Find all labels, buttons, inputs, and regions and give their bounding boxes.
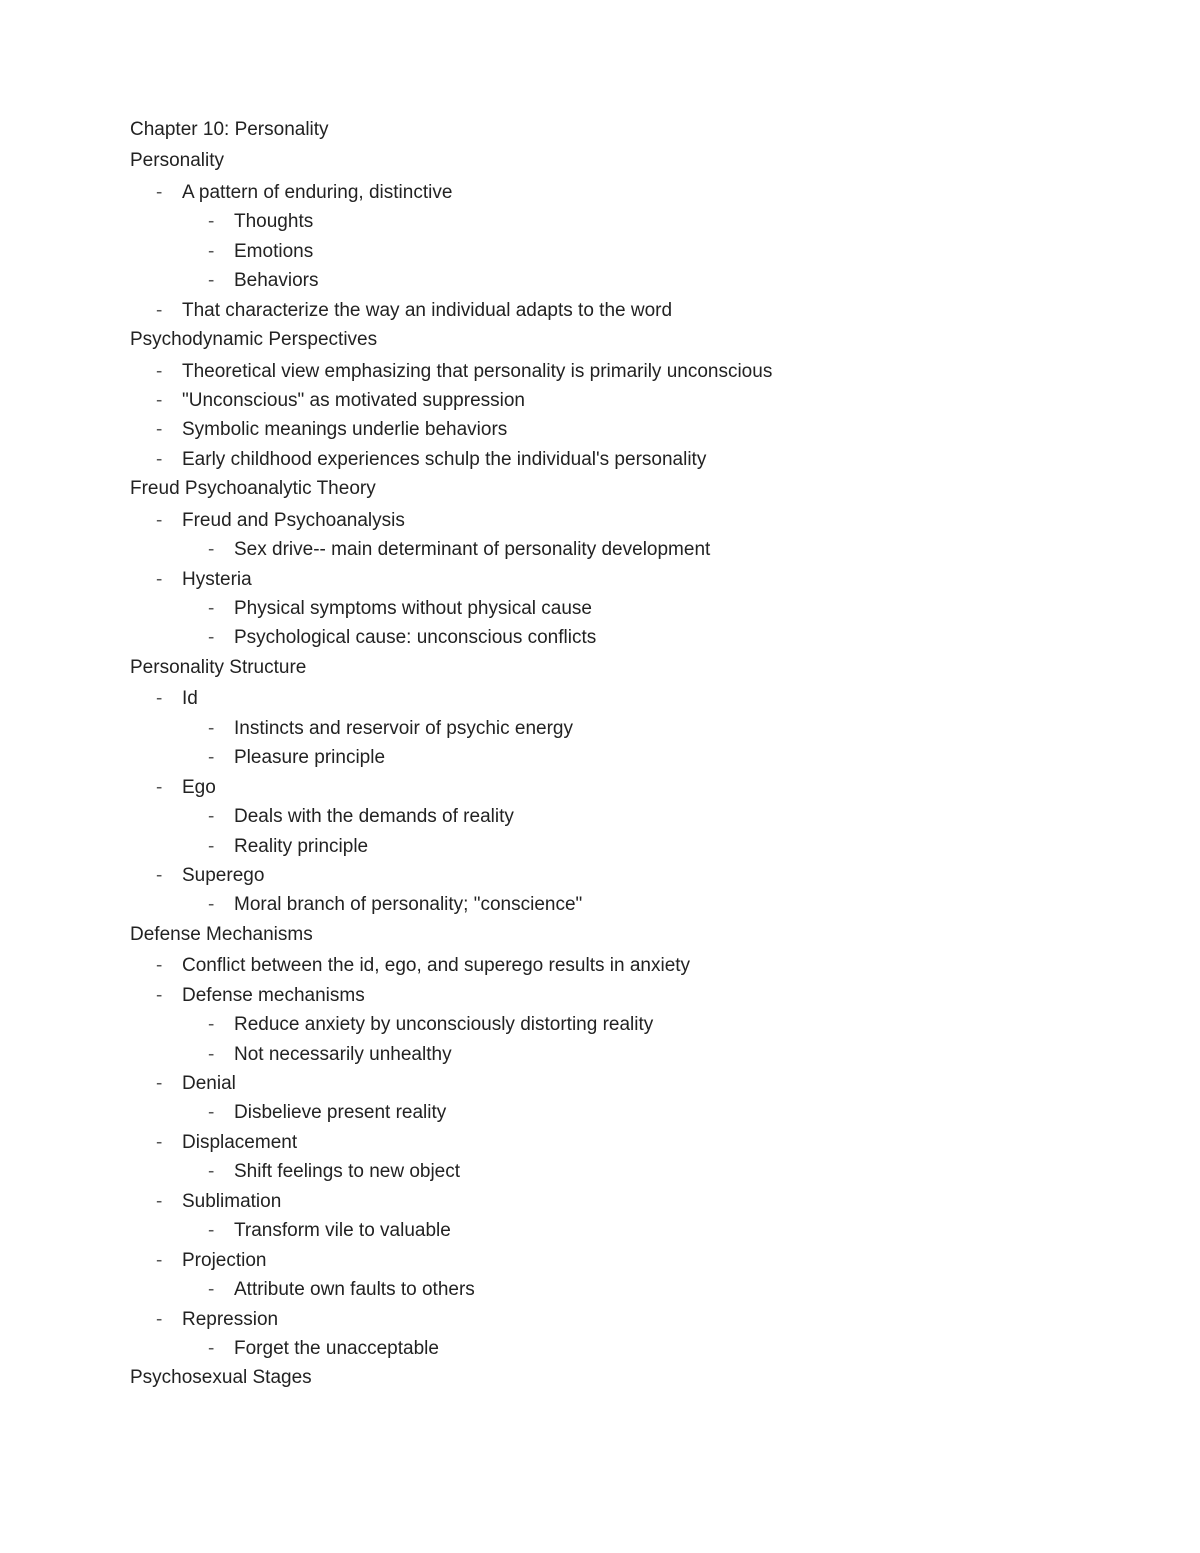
- list-item: Projection Attribute own faults to other…: [182, 1246, 1070, 1305]
- list-item: Deals with the demands of reality: [234, 802, 1070, 831]
- list-item-text: Not necessarily unhealthy: [234, 1044, 452, 1065]
- list-item: Reality principle: [234, 832, 1070, 861]
- list-item-text: Early childhood experiences schulp the i…: [182, 449, 706, 470]
- list-item-text: Id: [182, 688, 198, 709]
- list-item: Defense mechanisms Reduce anxiety by unc…: [182, 981, 1070, 1069]
- list-item: Behaviors: [234, 266, 1070, 295]
- list-item-text: Forget the unacceptable: [234, 1338, 439, 1359]
- list-item: Psychological cause: unconscious conflic…: [234, 623, 1070, 652]
- list-item: Transform vile to valuable: [234, 1216, 1070, 1245]
- list-item: Hysteria Physical symptoms without physi…: [182, 565, 1070, 653]
- list-item: Physical symptoms without physical cause: [234, 594, 1070, 623]
- list-item: Instincts and reservoir of psychic energ…: [234, 714, 1070, 743]
- list-item-text: Defense mechanisms: [182, 985, 365, 1006]
- list-item-text: Displacement: [182, 1132, 297, 1153]
- section-heading-personality: Personality: [130, 146, 1070, 175]
- list-item: Not necessarily unhealthy: [234, 1040, 1070, 1069]
- list-item: Repression Forget the unacceptable: [182, 1305, 1070, 1364]
- list-item-text: Reality principle: [234, 836, 368, 857]
- list-item-text: Freud and Psychoanalysis: [182, 510, 405, 531]
- list-item-text: Emotions: [234, 241, 313, 262]
- list-item: Emotions: [234, 237, 1070, 266]
- list-item-text: Theoretical view emphasizing that person…: [182, 361, 772, 382]
- list-item-text: Attribute own faults to others: [234, 1279, 475, 1300]
- list-item: A pattern of enduring, distinctive Thoug…: [182, 178, 1070, 296]
- list-item-text: Physical symptoms without physical cause: [234, 598, 592, 619]
- list-item-text: Reduce anxiety by unconsciously distorti…: [234, 1014, 653, 1035]
- section-heading-psychosexual: Psychosexual Stages: [130, 1363, 1070, 1392]
- list-item: Denial Disbelieve present reality: [182, 1069, 1070, 1128]
- list-item: Pleasure principle: [234, 743, 1070, 772]
- section-heading-psychodynamic: Psychodynamic Perspectives: [130, 325, 1070, 354]
- list-item: Shift feelings to new object: [234, 1157, 1070, 1186]
- list-item: Symbolic meanings underlie behaviors: [182, 415, 1070, 444]
- list-item: Freud and Psychoanalysis Sex drive-- mai…: [182, 506, 1070, 565]
- list-item-text: Sex drive-- main determinant of personal…: [234, 539, 710, 560]
- list-item: Sublimation Transform vile to valuable: [182, 1187, 1070, 1246]
- list-freud: Freud and Psychoanalysis Sex drive-- mai…: [130, 506, 1070, 653]
- list-item-text: Denial: [182, 1073, 236, 1094]
- list-item: Displacement Shift feelings to new objec…: [182, 1128, 1070, 1187]
- list-item-text: Hysteria: [182, 569, 252, 590]
- list-item-text: Sublimation: [182, 1191, 281, 1212]
- list-item-text: Superego: [182, 865, 264, 886]
- list-item: Forget the unacceptable: [234, 1334, 1070, 1363]
- list-item-text: Instincts and reservoir of psychic energ…: [234, 718, 573, 739]
- list-item: Theoretical view emphasizing that person…: [182, 357, 1070, 386]
- list-item: Conflict between the id, ego, and supere…: [182, 951, 1070, 980]
- list-psychodynamic: Theoretical view emphasizing that person…: [130, 357, 1070, 475]
- list-item: Attribute own faults to others: [234, 1275, 1070, 1304]
- document-page: Chapter 10: Personality Personality A pa…: [0, 0, 1200, 1553]
- list-defense: Conflict between the id, ego, and supere…: [130, 951, 1070, 1363]
- list-item-text: Repression: [182, 1309, 278, 1330]
- list-item: Id Instincts and reservoir of psychic en…: [182, 684, 1070, 772]
- list-item-text: Transform vile to valuable: [234, 1220, 451, 1241]
- list-item: Thoughts: [234, 207, 1070, 236]
- list-item-text: Conflict between the id, ego, and supere…: [182, 955, 690, 976]
- list-item-text: Shift feelings to new object: [234, 1161, 460, 1182]
- chapter-title: Chapter 10: Personality: [130, 115, 1070, 144]
- list-structure: Id Instincts and reservoir of psychic en…: [130, 684, 1070, 920]
- list-item: Early childhood experiences schulp the i…: [182, 445, 1070, 474]
- list-item: Disbelieve present reality: [234, 1098, 1070, 1127]
- list-personality: A pattern of enduring, distinctive Thoug…: [130, 178, 1070, 325]
- list-item: Reduce anxiety by unconsciously distorti…: [234, 1010, 1070, 1039]
- list-item: That characterize the way an individual …: [182, 296, 1070, 325]
- list-item: Superego Moral branch of personality; "c…: [182, 861, 1070, 920]
- section-heading-structure: Personality Structure: [130, 653, 1070, 682]
- list-item-text: A pattern of enduring, distinctive: [182, 182, 452, 203]
- list-item-text: Disbelieve present reality: [234, 1102, 446, 1123]
- list-item: Moral branch of personality; "conscience…: [234, 890, 1070, 919]
- list-item-text: Projection: [182, 1250, 267, 1271]
- list-item: "Unconscious" as motivated suppression: [182, 386, 1070, 415]
- list-item-text: Psychological cause: unconscious conflic…: [234, 627, 596, 648]
- list-item: Sex drive-- main determinant of personal…: [234, 535, 1070, 564]
- section-heading-defense: Defense Mechanisms: [130, 920, 1070, 949]
- list-item-text: Deals with the demands of reality: [234, 806, 514, 827]
- list-item: Ego Deals with the demands of reality Re…: [182, 773, 1070, 861]
- list-item-text: Behaviors: [234, 270, 319, 291]
- list-item-text: That characterize the way an individual …: [182, 300, 672, 321]
- list-item-text: Symbolic meanings underlie behaviors: [182, 419, 507, 440]
- list-item-text: Moral branch of personality; "conscience…: [234, 894, 582, 915]
- list-item-text: Pleasure principle: [234, 747, 385, 768]
- list-item-text: "Unconscious" as motivated suppression: [182, 390, 525, 411]
- list-item-text: Ego: [182, 777, 216, 798]
- list-item-text: Thoughts: [234, 211, 313, 232]
- section-heading-freud: Freud Psychoanalytic Theory: [130, 474, 1070, 503]
